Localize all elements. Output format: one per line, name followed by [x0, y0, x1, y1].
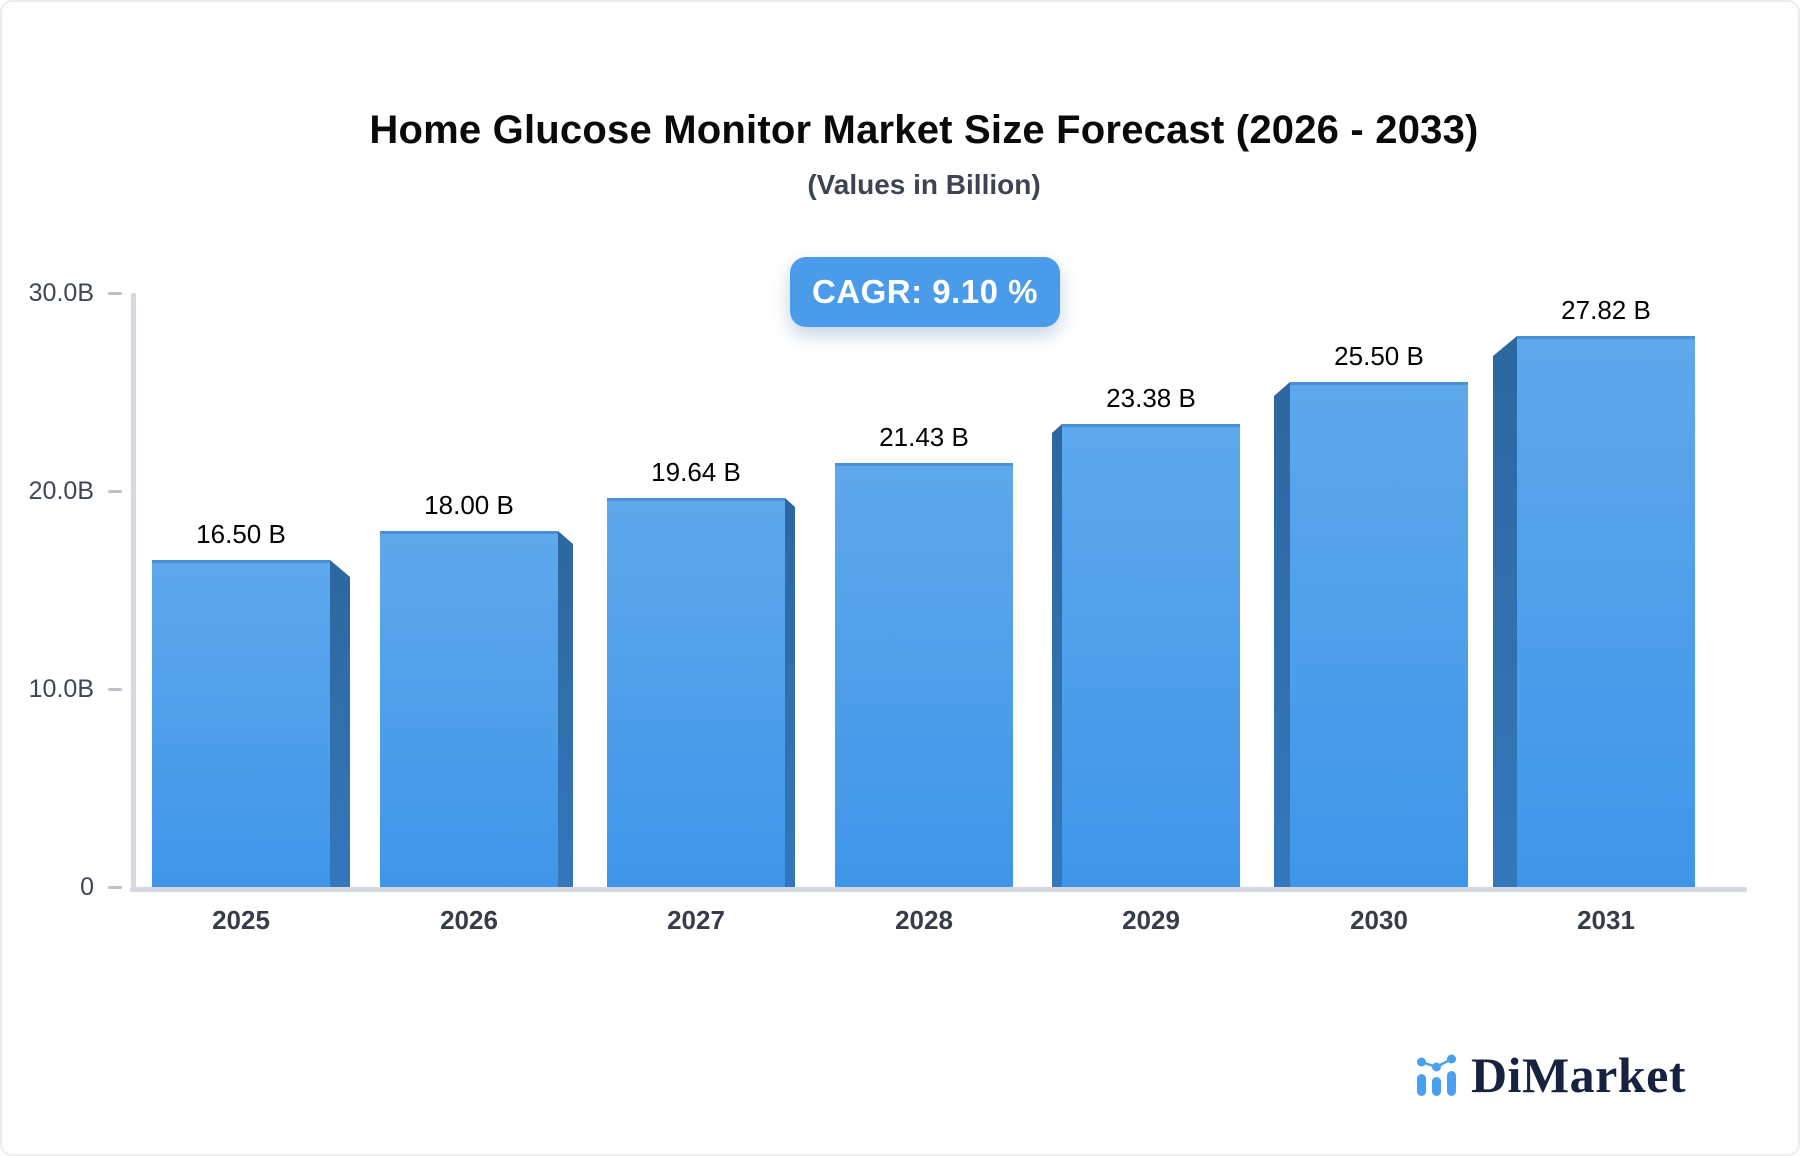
bar-chart-sparkline-icon	[1416, 1054, 1456, 1096]
bar-3d-side	[785, 498, 795, 887]
bar	[835, 463, 1013, 887]
bar-value-label: 21.43 B	[879, 422, 969, 452]
x-tick-label: 2030	[1350, 905, 1408, 935]
y-tick-dash	[108, 489, 122, 493]
bar	[152, 560, 330, 887]
bar	[380, 531, 558, 887]
bar-value-label: 23.38 B	[1106, 383, 1196, 413]
bar-value-label: 18.00 B	[424, 490, 514, 520]
bar-3d-side	[1493, 336, 1517, 887]
x-tick-label: 2026	[440, 905, 498, 935]
y-tick-dash	[108, 885, 122, 889]
chart-title: Home Glucose Monitor Market Size Forecas…	[369, 108, 1479, 152]
bar-3d-side	[330, 560, 350, 887]
y-tick-label: 20.0B	[28, 477, 94, 505]
x-tick-label: 2029	[1122, 905, 1180, 935]
y-tick-label: 0	[80, 873, 94, 901]
y-tick-label: 10.0B	[28, 675, 94, 703]
bar-3d-side	[1052, 424, 1062, 887]
y-tick-dash	[108, 291, 122, 295]
logo: DiMarket	[1415, 1050, 1686, 1100]
bar-value-label: 19.64 B	[651, 457, 741, 487]
bar	[607, 498, 785, 887]
bar-value-label: 16.50 B	[196, 519, 286, 549]
y-tick-dash	[108, 687, 122, 691]
bar	[1062, 424, 1240, 887]
x-tick-label: 2027	[667, 905, 725, 935]
x-axis-line	[130, 887, 1747, 892]
bar-3d-side	[558, 531, 573, 887]
x-tick-label: 2028	[895, 905, 953, 935]
y-axis-line	[131, 293, 136, 889]
x-tick-label: 2031	[1577, 905, 1635, 935]
bar	[1517, 336, 1695, 887]
bar-3d-side	[1274, 382, 1290, 887]
y-tick-label: 30.0B	[28, 279, 94, 307]
logo-text: DiMarket	[1470, 1047, 1686, 1103]
chart-subtitle: (Values in Billion)	[807, 169, 1041, 200]
bar-value-label: 25.50 B	[1334, 341, 1424, 371]
bar-value-label: 27.82 B	[1561, 295, 1651, 325]
bar	[1290, 382, 1468, 887]
x-tick-label: 2025	[212, 905, 270, 935]
cagr-badge: CAGR: 9.10 %	[790, 257, 1060, 327]
